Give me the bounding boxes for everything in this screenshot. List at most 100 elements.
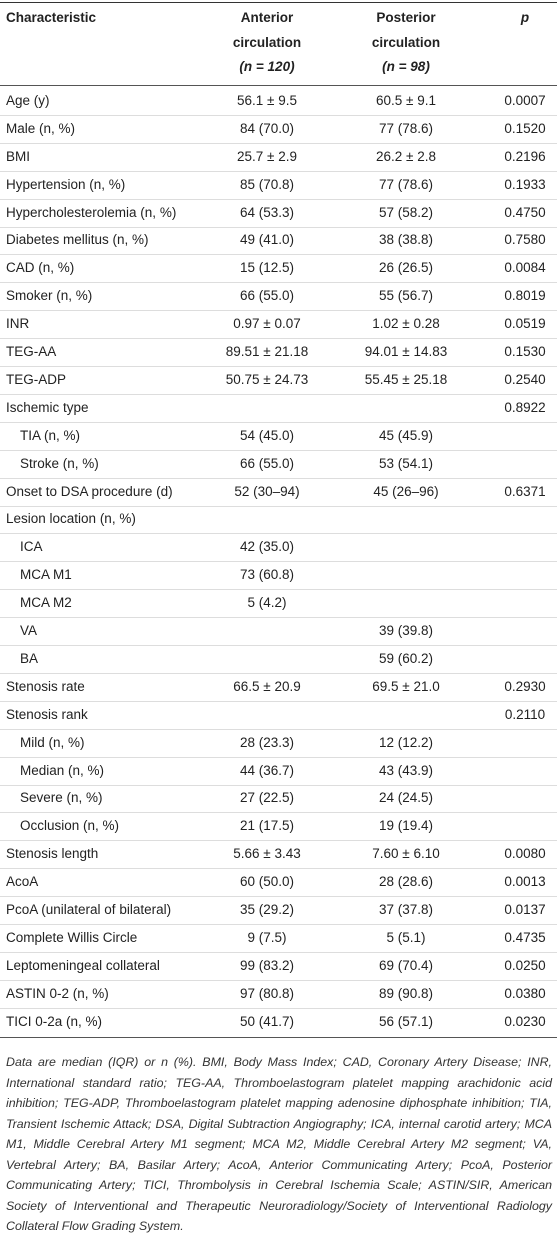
cell-value: 94.01 ± 14.83 <box>364 344 448 360</box>
row-label: TEG-ADP <box>6 371 67 387</box>
row-label: Age (y) <box>6 92 50 108</box>
cell-value: 19 (19.4) <box>378 818 434 834</box>
row-label: Stenosis rate <box>6 678 85 694</box>
cell-value: 66 (55.0) <box>239 288 295 304</box>
cell-value: 26 (26.5) <box>378 260 434 276</box>
column-header: Anterior <box>240 10 294 25</box>
cell-value: 77 (78.6) <box>378 176 434 192</box>
row-label: Median (n, %) <box>20 762 105 778</box>
rule <box>0 2 557 3</box>
row-divider <box>0 728 557 730</box>
row-divider <box>0 338 557 340</box>
cell-value: 99 (83.2) <box>239 957 295 973</box>
row-divider <box>0 589 557 591</box>
cell-value: 9 (7.5) <box>247 929 287 945</box>
cell-value: 7.60 ± 6.10 <box>372 846 440 862</box>
row-divider <box>0 477 557 479</box>
cell-value: 0.97 ± 0.07 <box>233 316 301 332</box>
row-divider <box>0 310 557 312</box>
p-value: 0.0137 <box>504 902 546 918</box>
row-label: TICI 0-2a (n, %) <box>6 1013 103 1029</box>
row-divider <box>0 700 557 702</box>
row-label: Hypercholesterolemia (n, %) <box>6 204 177 220</box>
cell-value: 50.75 ± 24.73 <box>225 371 309 387</box>
p-value: 0.0013 <box>504 874 546 890</box>
cell-value: 66 (55.0) <box>239 455 295 471</box>
cell-value: 28 (23.3) <box>239 734 295 750</box>
row-label: Stroke (n, %) <box>20 455 99 471</box>
p-value: 0.0519 <box>504 316 546 332</box>
cell-value: 24 (24.5) <box>378 790 434 806</box>
cell-value: 84 (70.0) <box>239 120 295 136</box>
row-label: Complete Willis Circle <box>6 929 138 945</box>
p-value: 0.1530 <box>504 344 546 360</box>
row-divider <box>0 254 557 256</box>
row-label: Smoker (n, %) <box>6 288 93 304</box>
p-value: 0.7580 <box>504 232 546 248</box>
row-divider <box>0 421 557 423</box>
row-divider <box>0 951 557 953</box>
cell-value: 55 (56.7) <box>378 288 434 304</box>
cell-value: 85 (70.8) <box>239 176 295 192</box>
cell-value: 28 (28.6) <box>378 874 434 890</box>
cell-value: 1.02 ± 0.28 <box>372 316 440 332</box>
column-header: circulation <box>232 34 302 50</box>
row-label: Ischemic type <box>6 399 89 415</box>
row-label: ICA <box>20 539 43 555</box>
row-label: CAD (n, %) <box>6 260 75 276</box>
row-label: INR <box>6 316 30 332</box>
cell-value: 64 (53.3) <box>239 204 295 220</box>
footnote: Data are median (IQR) or n (%). BMI, Bod… <box>6 1055 552 1233</box>
row-label: MCA M1 <box>20 567 72 583</box>
row-divider <box>0 198 557 200</box>
cell-value: 89.51 ± 21.18 <box>225 344 309 360</box>
row-divider <box>0 561 557 563</box>
cell-value: 5 (5.1) <box>386 929 426 945</box>
row-divider <box>0 617 557 619</box>
p-value: 0.8019 <box>504 288 546 304</box>
row-label: MCA M2 <box>20 595 72 611</box>
row-label: Occlusion (n, %) <box>20 818 120 834</box>
row-divider <box>0 840 557 842</box>
row-divider <box>0 505 557 507</box>
cell-value: 43 (43.9) <box>378 762 434 778</box>
cell-value: 69 (70.4) <box>378 957 434 973</box>
row-divider <box>0 924 557 925</box>
row-divider <box>0 114 557 116</box>
row-divider <box>0 979 557 981</box>
row-divider <box>0 868 557 870</box>
p-value: 0.0007 <box>504 92 546 108</box>
rule <box>0 1036 557 1038</box>
row-label: Lesion location (n, %) <box>6 511 136 527</box>
row-divider <box>0 226 557 228</box>
rule <box>0 85 557 86</box>
row-divider <box>0 672 557 674</box>
cell-value: 38 (38.8) <box>378 232 434 248</box>
p-value: 0.0230 <box>504 1013 546 1029</box>
p-value: 0.8922 <box>504 399 546 415</box>
row-divider <box>0 756 557 758</box>
cell-value: 25.7 ± 2.9 <box>237 148 297 164</box>
cell-value: 53 (54.1) <box>378 455 434 471</box>
p-value: 0.2196 <box>504 148 546 164</box>
cell-value: 27 (22.5) <box>239 790 295 806</box>
row-divider <box>0 645 557 646</box>
cell-value: 56.1 ± 9.5 <box>237 92 297 108</box>
cell-value: 54 (45.0) <box>239 427 295 443</box>
cell-value: 77 (78.6) <box>378 120 434 136</box>
row-label: Diabetes mellitus (n, %) <box>6 232 149 248</box>
row-divider <box>0 812 557 814</box>
row-label: ASTIN 0-2 (n, %) <box>6 985 109 1001</box>
row-label: AcoA <box>6 874 39 890</box>
p-value: 0.1933 <box>504 176 546 192</box>
row-label: TIA (n, %) <box>20 427 81 443</box>
p-value: 0.0380 <box>504 985 546 1001</box>
p-value: 0.6371 <box>504 483 546 499</box>
cell-value: 35 (29.2) <box>239 902 295 918</box>
row-divider <box>0 142 557 144</box>
row-label: Leptomeningeal collateral <box>6 957 160 973</box>
column-header: circulation <box>371 34 441 50</box>
column-header: (n = 98) <box>382 59 430 74</box>
row-divider <box>0 366 557 367</box>
